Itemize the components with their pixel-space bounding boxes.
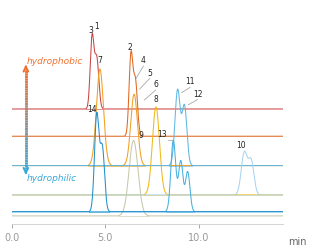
Text: 8: 8 <box>153 95 158 104</box>
Text: 12: 12 <box>193 90 202 98</box>
Text: 3: 3 <box>89 26 94 35</box>
Text: 2: 2 <box>128 43 133 52</box>
Text: hydrophobic: hydrophobic <box>27 57 83 66</box>
Text: 7: 7 <box>97 56 102 66</box>
Text: 4: 4 <box>141 56 146 65</box>
Text: 14: 14 <box>87 105 97 114</box>
Text: 10: 10 <box>236 142 246 150</box>
Text: 9: 9 <box>138 132 143 140</box>
Text: 11: 11 <box>185 77 195 86</box>
Text: 13: 13 <box>157 130 167 140</box>
Text: hydrophilic: hydrophilic <box>27 174 77 182</box>
Text: 1: 1 <box>94 22 99 31</box>
Text: 6: 6 <box>153 80 158 89</box>
Text: min: min <box>288 238 307 248</box>
Text: 5: 5 <box>147 68 152 78</box>
